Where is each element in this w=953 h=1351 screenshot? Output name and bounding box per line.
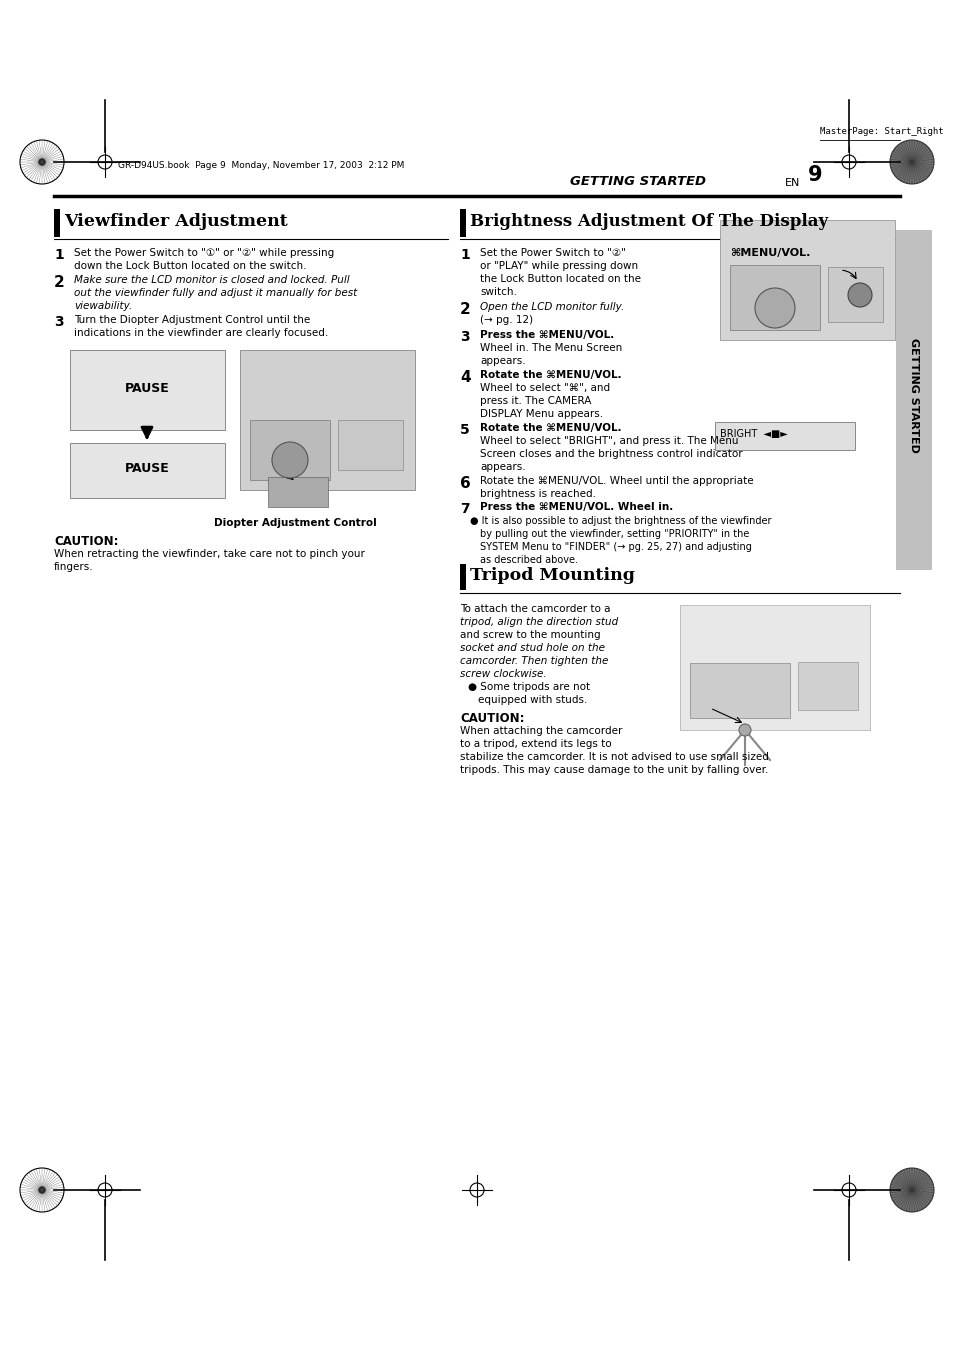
Text: 2: 2: [54, 276, 65, 290]
Text: PAUSE: PAUSE: [125, 381, 170, 394]
Text: press it. The CAMERA: press it. The CAMERA: [479, 396, 591, 407]
Text: 6: 6: [459, 476, 470, 490]
Circle shape: [889, 141, 933, 184]
Bar: [729, 265, 820, 330]
Circle shape: [889, 1169, 933, 1212]
Circle shape: [39, 1186, 45, 1193]
Text: ● It is also possible to adjust the brightness of the viewfinder: ● It is also possible to adjust the brig…: [470, 516, 771, 526]
Text: 2: 2: [459, 303, 470, 317]
Text: 3: 3: [54, 315, 64, 330]
Text: Press the ⌘MENU/VOL. Wheel in.: Press the ⌘MENU/VOL. Wheel in.: [479, 503, 673, 512]
Text: When attaching the camcorder: When attaching the camcorder: [459, 725, 621, 736]
Text: Diopter Adjustment Control: Diopter Adjustment Control: [213, 517, 376, 528]
Bar: [337, 420, 402, 470]
Text: as described above.: as described above.: [479, 555, 578, 565]
Text: tripods. This may cause damage to the unit by falling over.: tripods. This may cause damage to the un…: [459, 765, 767, 775]
Text: PAUSE: PAUSE: [125, 462, 170, 476]
Text: Rotate the ⌘MENU/VOL.: Rotate the ⌘MENU/VOL.: [479, 423, 621, 434]
Circle shape: [754, 288, 794, 328]
Text: screw clockwise.: screw clockwise.: [459, 669, 546, 680]
Circle shape: [39, 158, 45, 165]
Text: Make sure the LCD monitor is closed and locked. Pull: Make sure the LCD monitor is closed and …: [74, 276, 349, 285]
Bar: [459, 209, 465, 236]
Text: switch.: switch.: [479, 286, 517, 297]
Text: 4: 4: [459, 370, 470, 385]
Bar: [459, 563, 465, 590]
Text: tripod, align the direction stud: tripod, align the direction stud: [459, 617, 618, 627]
Text: viewability.: viewability.: [74, 301, 132, 311]
Bar: [70, 350, 225, 430]
Bar: [827, 267, 882, 322]
Text: GR-D94US.book  Page 9  Monday, November 17, 2003  2:12 PM: GR-D94US.book Page 9 Monday, November 17…: [118, 161, 404, 169]
Text: GETTING STARTED: GETTING STARTED: [908, 338, 918, 453]
Text: Tripod Mounting: Tripod Mounting: [470, 567, 634, 585]
Text: (→ pg. 12): (→ pg. 12): [479, 315, 533, 326]
Text: ● Some tripods are not: ● Some tripods are not: [468, 682, 590, 692]
Text: 1: 1: [459, 249, 469, 262]
Text: GETTING STARTED: GETTING STARTED: [569, 176, 705, 188]
Text: EN: EN: [784, 178, 800, 188]
Text: camcorder. Then tighten the: camcorder. Then tighten the: [459, 657, 608, 666]
Text: CAUTION:: CAUTION:: [459, 712, 524, 725]
Bar: [54, 209, 60, 236]
Bar: [714, 422, 854, 450]
Text: down the Lock Button located on the switch.: down the Lock Button located on the swit…: [74, 261, 306, 272]
Text: Wheel in. The Menu Screen: Wheel in. The Menu Screen: [479, 343, 621, 353]
Text: Wheel to select "BRIGHT", and press it. The Menu: Wheel to select "BRIGHT", and press it. …: [479, 436, 738, 446]
Bar: [895, 230, 931, 570]
Text: by pulling out the viewfinder, setting "PRIORITY" in the: by pulling out the viewfinder, setting "…: [479, 530, 749, 539]
Text: Rotate the ⌘MENU/VOL.: Rotate the ⌘MENU/VOL.: [479, 370, 621, 380]
Text: BRIGHT  ◄■►: BRIGHT ◄■►: [720, 430, 787, 439]
Circle shape: [272, 442, 308, 478]
Text: CAUTION:: CAUTION:: [54, 535, 118, 549]
Text: Set the Power Switch to "②": Set the Power Switch to "②": [479, 249, 625, 258]
Text: MasterPage: Start_Right: MasterPage: Start_Right: [820, 127, 943, 136]
Text: Open the LCD monitor fully.: Open the LCD monitor fully.: [479, 303, 623, 312]
Text: fingers.: fingers.: [54, 562, 93, 571]
Text: stabilize the camcorder. It is not advised to use small sized: stabilize the camcorder. It is not advis…: [459, 753, 768, 762]
Bar: [679, 605, 869, 730]
Bar: [250, 420, 330, 480]
Bar: [240, 350, 415, 490]
Text: Screen closes and the brightness control indicator: Screen closes and the brightness control…: [479, 449, 741, 459]
Text: Turn the Diopter Adjustment Control until the: Turn the Diopter Adjustment Control unti…: [74, 315, 310, 326]
Text: 1: 1: [54, 249, 64, 262]
Text: 7: 7: [459, 503, 469, 516]
Text: equipped with studs.: equipped with studs.: [477, 694, 587, 705]
Bar: [797, 662, 857, 711]
Text: indications in the viewfinder are clearly focused.: indications in the viewfinder are clearl…: [74, 328, 328, 338]
Text: or "PLAY" while pressing down: or "PLAY" while pressing down: [479, 261, 638, 272]
Bar: [70, 443, 225, 499]
Circle shape: [847, 282, 871, 307]
Bar: [268, 477, 328, 507]
Text: Wheel to select "⌘", and: Wheel to select "⌘", and: [479, 382, 610, 393]
Text: socket and stud hole on the: socket and stud hole on the: [459, 643, 604, 653]
Text: the Lock Button located on the: the Lock Button located on the: [479, 274, 640, 284]
Bar: [720, 220, 894, 340]
Text: Set the Power Switch to "①" or "②" while pressing: Set the Power Switch to "①" or "②" while…: [74, 249, 334, 258]
Text: SYSTEM Menu to "FINDER" (→ pg. 25, 27) and adjusting: SYSTEM Menu to "FINDER" (→ pg. 25, 27) a…: [479, 542, 751, 553]
Text: 5: 5: [459, 423, 469, 436]
Text: out the viewfinder fully and adjust it manually for best: out the viewfinder fully and adjust it m…: [74, 288, 356, 299]
Text: and screw to the mounting: and screw to the mounting: [459, 630, 600, 640]
Text: Brightness Adjustment Of The Display: Brightness Adjustment Of The Display: [470, 213, 827, 231]
Text: appears.: appears.: [479, 462, 525, 471]
Circle shape: [739, 724, 750, 736]
Text: 3: 3: [459, 330, 469, 345]
Bar: [689, 663, 789, 717]
Text: Press the ⌘MENU/VOL.: Press the ⌘MENU/VOL.: [479, 330, 614, 340]
Text: brightness is reached.: brightness is reached.: [479, 489, 596, 499]
Text: ⌘MENU/VOL.: ⌘MENU/VOL.: [729, 249, 809, 258]
Text: to a tripod, extend its legs to: to a tripod, extend its legs to: [459, 739, 611, 748]
Text: DISPLAY Menu appears.: DISPLAY Menu appears.: [479, 409, 602, 419]
Text: Viewfinder Adjustment: Viewfinder Adjustment: [64, 213, 288, 231]
Text: To attach the camcorder to a: To attach the camcorder to a: [459, 604, 610, 613]
Text: 9: 9: [807, 165, 821, 185]
Text: When retracting the viewfinder, take care not to pinch your: When retracting the viewfinder, take car…: [54, 549, 364, 559]
Text: appears.: appears.: [479, 357, 525, 366]
Text: Rotate the ⌘MENU/VOL. Wheel until the appropriate: Rotate the ⌘MENU/VOL. Wheel until the ap…: [479, 476, 753, 486]
